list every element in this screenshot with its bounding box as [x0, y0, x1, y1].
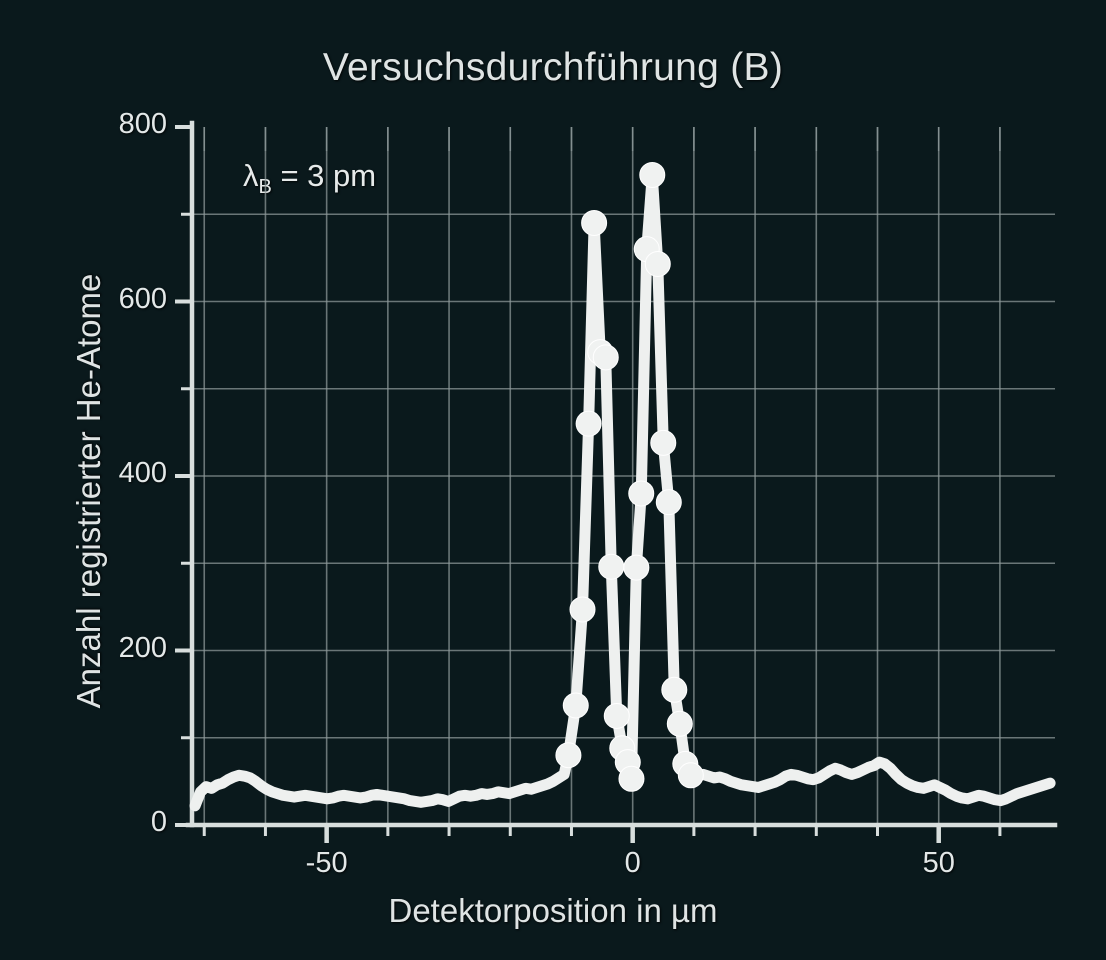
- chart-title: Versuchsdurchführung (B): [322, 46, 784, 89]
- y-tick-label: 600: [118, 282, 167, 315]
- annotation-value: = 3 pm: [271, 158, 377, 193]
- x-tick-label: 0: [624, 847, 641, 879]
- x-axis-label: Detektorposition in µm: [388, 892, 718, 929]
- axis-lines: [175, 120, 1058, 828]
- major-tick-marks: [324, 825, 941, 843]
- x-tick-label: -50: [305, 847, 348, 879]
- wavelength-annotation: λB = 3 pm: [243, 158, 376, 199]
- y-tick-label: 0: [150, 806, 167, 838]
- y-tick-label: 200: [118, 631, 167, 664]
- x-tick-label: 50: [922, 847, 955, 879]
- y-tick-label: 800: [118, 108, 167, 140]
- y-tick-label: 400: [118, 457, 167, 489]
- data-point-markers: [555, 161, 704, 792]
- annotation-lambda: λ: [243, 158, 259, 193]
